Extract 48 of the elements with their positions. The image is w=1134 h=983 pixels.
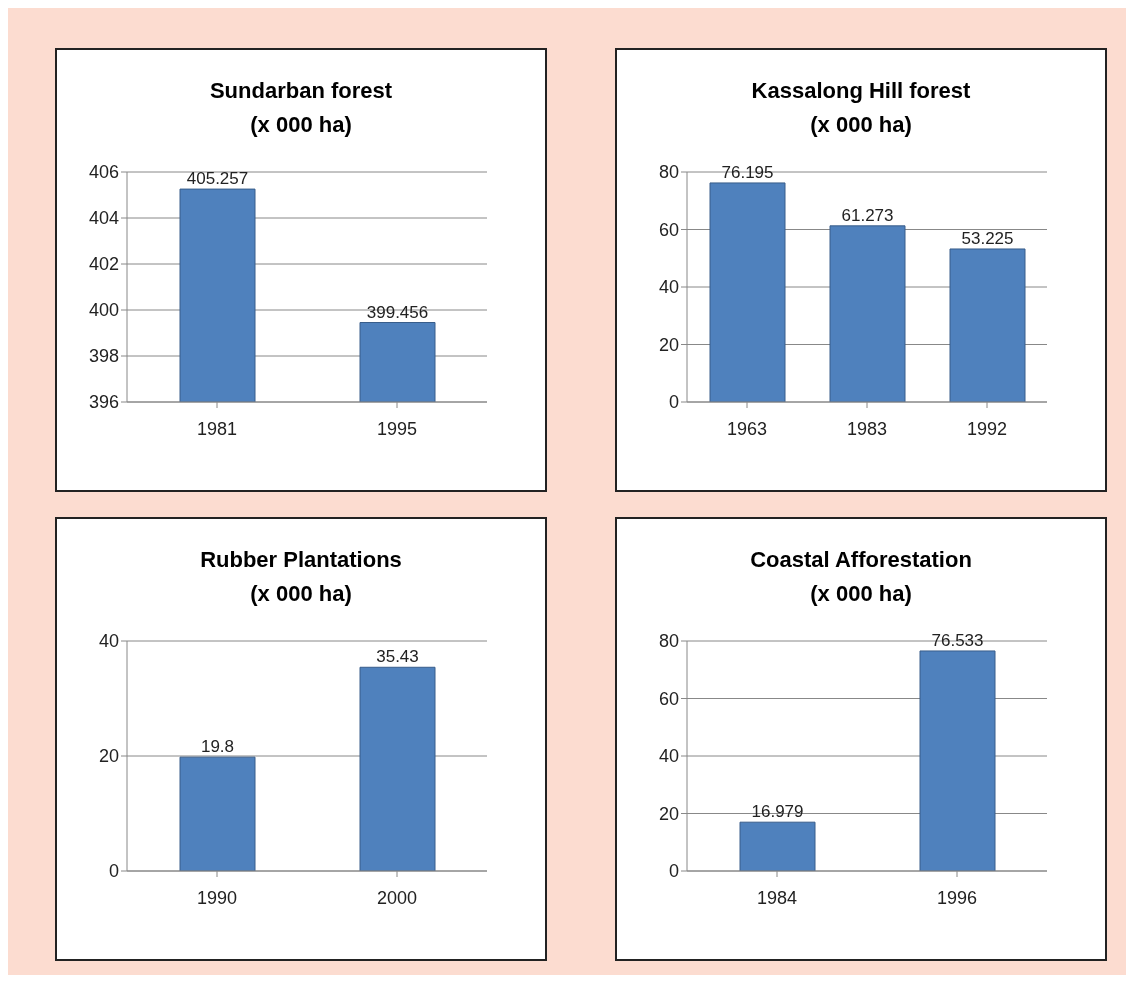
data-label: 405.257 [186,169,249,189]
x-tick-label: 1963 [726,418,768,439]
y-tick-label: 0 [108,861,119,882]
x-tick-label: 1981 [196,418,238,439]
y-tick-label: 406 [88,162,119,183]
y-tick-label: 20 [658,803,679,824]
y-tick-label: 0 [668,392,679,413]
chart-title: Sundarban forest [208,77,394,105]
y-tick-label: 402 [88,254,119,275]
data-label: 399.456 [366,302,429,322]
y-tick-label: 40 [98,631,119,652]
chart-subtitle: (x 000 ha) [809,580,913,608]
x-tick-label: 2000 [376,887,418,908]
y-tick-label: 398 [88,346,119,367]
y-tick-label: 20 [98,746,119,767]
y-tick-label: 60 [658,219,679,240]
chart-subtitle: (x 000 ha) [249,111,353,139]
data-label: 16.979 [751,802,804,822]
y-tick-label: 20 [658,334,679,355]
data-label: 35.43 [376,647,419,667]
chart-title: Coastal Afforestation [749,546,973,574]
x-tick-label: 1990 [196,887,238,908]
x-tick-label: 1984 [756,887,798,908]
data-label: 19.8 [200,737,235,757]
y-tick-label: 396 [88,392,119,413]
chart-subtitle: (x 000 ha) [809,111,913,139]
bar [709,182,786,402]
data-label: 76.533 [931,630,984,650]
bar [949,248,1026,402]
chart-subtitle: (x 000 ha) [249,580,353,608]
x-tick-label: 1996 [936,887,978,908]
data-label: 53.225 [961,228,1014,248]
y-tick-label: 400 [88,300,119,321]
x-tick-label: 1995 [376,418,418,439]
data-label: 76.195 [721,162,774,182]
bar [829,225,906,402]
chart-title: Rubber Plantations [199,546,403,574]
y-tick-label: 404 [88,208,119,229]
y-tick-label: 0 [668,861,679,882]
data-label: 61.273 [841,205,894,225]
y-tick-label: 60 [658,688,679,709]
y-tick-label: 80 [658,162,679,183]
x-tick-label: 1992 [966,418,1008,439]
y-tick-label: 40 [658,277,679,298]
chart-title: Kassalong Hill forest [750,77,972,105]
x-tick-label: 1983 [846,418,888,439]
y-tick-label: 40 [658,746,679,767]
y-tick-label: 80 [658,631,679,652]
